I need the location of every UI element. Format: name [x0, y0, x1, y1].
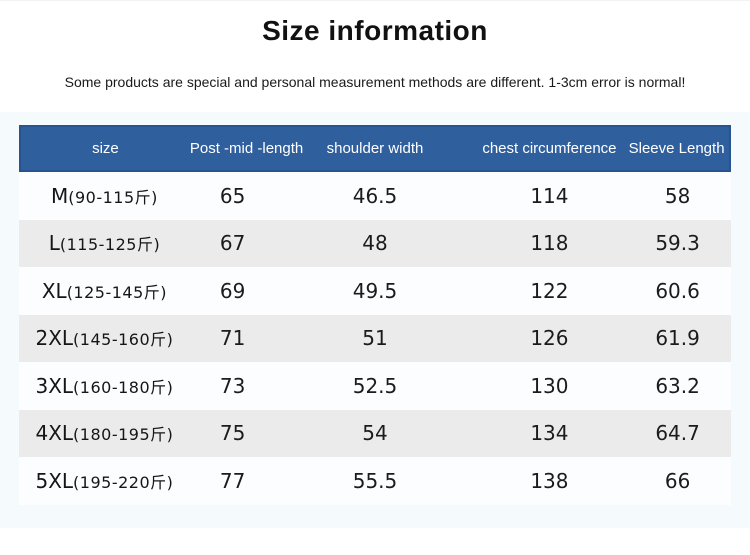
value-cell: 54 — [362, 421, 388, 446]
size-cell: 5XL(195-220斤) — [19, 457, 190, 505]
value-cell: 138 — [530, 468, 569, 493]
table-row: 5XL(195-220斤) 77 55.5 138 66 — [19, 457, 731, 505]
size-cell: 2XL(145-160斤) — [19, 315, 190, 363]
value-cell: 66 — [664, 468, 691, 493]
size-cell: 4XL(180-195斤) — [19, 410, 190, 458]
value-cell: 77 — [219, 468, 246, 493]
table-row: L(115-125斤) 67 48 118 59.3 — [19, 219, 731, 268]
size-range: (145-160斤) — [73, 330, 174, 350]
value-cell: 64.7 — [655, 421, 700, 446]
column-header: size — [19, 125, 190, 172]
value-cell: 55.5 — [352, 468, 398, 493]
size-range: (160-180斤) — [73, 377, 174, 397]
value-cell: 130 — [530, 373, 569, 398]
size-range: (125-145斤) — [66, 282, 168, 302]
page-subtitle: Some products are special and personal m… — [64, 74, 686, 90]
value-cell: 58 — [664, 183, 691, 208]
column-header: chest circumference — [474, 125, 625, 172]
column-header: shoulder width — [275, 125, 475, 172]
size-table-body: M(90-115斤) 65 46.5 114 58 L(115-125斤) 67 48 118 5… — [19, 172, 731, 505]
value-cell: 61.9 — [655, 326, 700, 351]
value-cell: 73 — [219, 373, 246, 398]
value-cell: 46.5 — [352, 183, 398, 208]
size-cell: XL(125-145斤) — [19, 267, 190, 315]
size-range: (180-195斤) — [73, 425, 174, 445]
value-cell: 59.3 — [655, 231, 700, 256]
size-range: (90-115斤) — [68, 187, 158, 207]
value-cell: 69 — [219, 278, 246, 303]
size-code: L — [48, 231, 60, 256]
value-cell: 49.5 — [352, 278, 398, 303]
page-title: Size information — [262, 15, 488, 46]
size-code: M — [50, 183, 69, 208]
size-cell: M(90-115斤) — [19, 172, 190, 220]
column-header: Post -mid -length — [189, 125, 303, 172]
table-row: M(90-115斤) 65 46.5 114 58 — [19, 172, 731, 220]
value-cell: 52.5 — [352, 373, 398, 398]
table-row: 3XL(160-180斤) 73 52.5 130 63.2 — [19, 362, 731, 410]
value-cell: 65 — [219, 183, 246, 208]
size-code: 3XL — [35, 373, 74, 398]
size-code: 2XL — [35, 326, 74, 351]
size-cell: 3XL(160-180斤) — [19, 362, 190, 410]
size-code: XL — [41, 278, 67, 303]
value-cell: 63.2 — [655, 373, 700, 398]
value-cell: 126 — [530, 326, 569, 351]
value-cell: 71 — [219, 326, 246, 351]
value-cell: 114 — [530, 183, 569, 208]
size-table-panel: size Post -mid -length shoulder width chest… — [0, 112, 750, 528]
table-row: 4XL(180-195斤) 75 54 134 64.7 — [19, 409, 731, 458]
value-cell: 67 — [219, 231, 246, 256]
table-row: 2XL(145-160斤) 71 51 126 61.9 — [19, 314, 731, 363]
value-cell: 122 — [530, 278, 569, 303]
size-code: 5XL — [35, 468, 74, 493]
value-cell: 75 — [219, 421, 246, 446]
size-range: (115-125斤) — [59, 235, 161, 255]
value-cell: 118 — [530, 231, 569, 256]
size-table-header-row: size Post -mid -length shoulder width chest… — [19, 125, 731, 172]
size-code: 4XL — [35, 421, 74, 446]
column-header: Sleeve Length — [624, 125, 731, 172]
value-cell: 60.6 — [655, 278, 700, 303]
value-cell: 51 — [362, 326, 388, 351]
value-cell: 48 — [362, 231, 388, 256]
table-row: XL(125-145斤) 69 49.5 122 60.6 — [19, 267, 731, 315]
size-table: size Post -mid -length shoulder width chest… — [19, 125, 731, 505]
value-cell: 134 — [530, 421, 569, 446]
size-cell: L(115-125斤) — [19, 220, 190, 268]
size-range: (195-220斤) — [73, 472, 174, 492]
